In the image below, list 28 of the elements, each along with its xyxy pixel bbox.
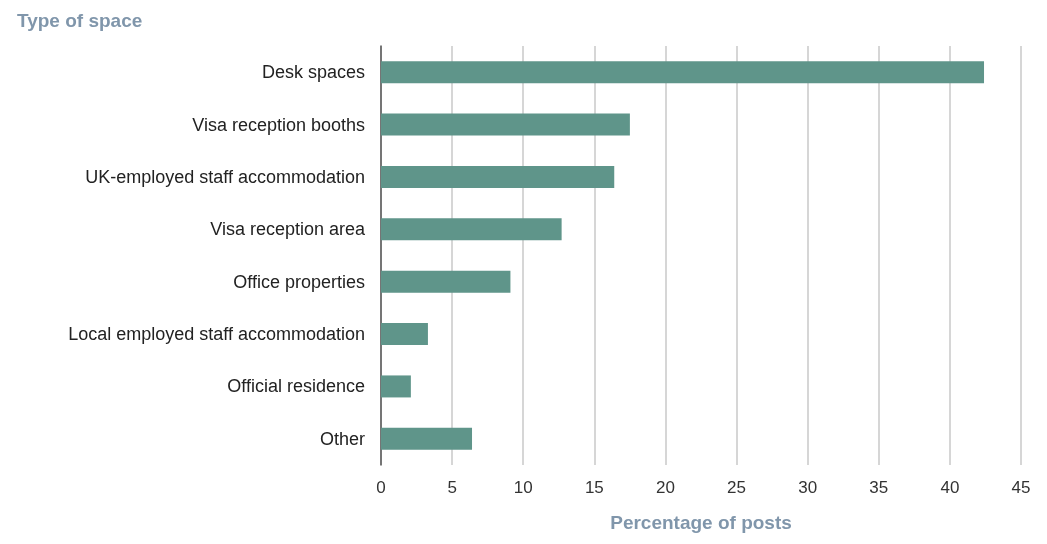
x-tick-label: 10 [513, 478, 533, 497]
bar [381, 323, 428, 346]
y-tick-label: Local employed staff accommodation [68, 324, 365, 345]
x-tick-label: 0 [376, 478, 386, 497]
x-tick-label: 35 [869, 478, 889, 497]
y-tick-label: Official residence [227, 376, 365, 397]
y-tick-label: Desk spaces [261, 62, 365, 83]
x-tick-label: 45 [1011, 478, 1031, 497]
x-tick-label: 5 [447, 478, 457, 497]
text: Type of space [17, 10, 143, 31]
x-axis-title: Percentage of posts [610, 512, 792, 533]
bar [381, 61, 985, 84]
bar [381, 270, 511, 293]
bar [381, 165, 615, 188]
x-tick-label: 25 [727, 478, 747, 497]
y-tick-label: UK-employed staff accommodation [85, 166, 365, 187]
x-tick-label: 15 [584, 478, 604, 497]
x-tick-label: 30 [798, 478, 818, 497]
bar [381, 218, 562, 241]
y-tick-label: Office properties [233, 271, 365, 292]
y-tick-label: Visa reception booths [192, 114, 365, 135]
bar [381, 113, 630, 136]
y-tick-label: Other [319, 428, 365, 449]
x-tick-label: 20 [655, 478, 675, 497]
y-tick-label: Visa reception area [210, 219, 366, 240]
bar [381, 375, 411, 398]
x-tick-label: 40 [940, 478, 960, 497]
bar [381, 427, 473, 450]
